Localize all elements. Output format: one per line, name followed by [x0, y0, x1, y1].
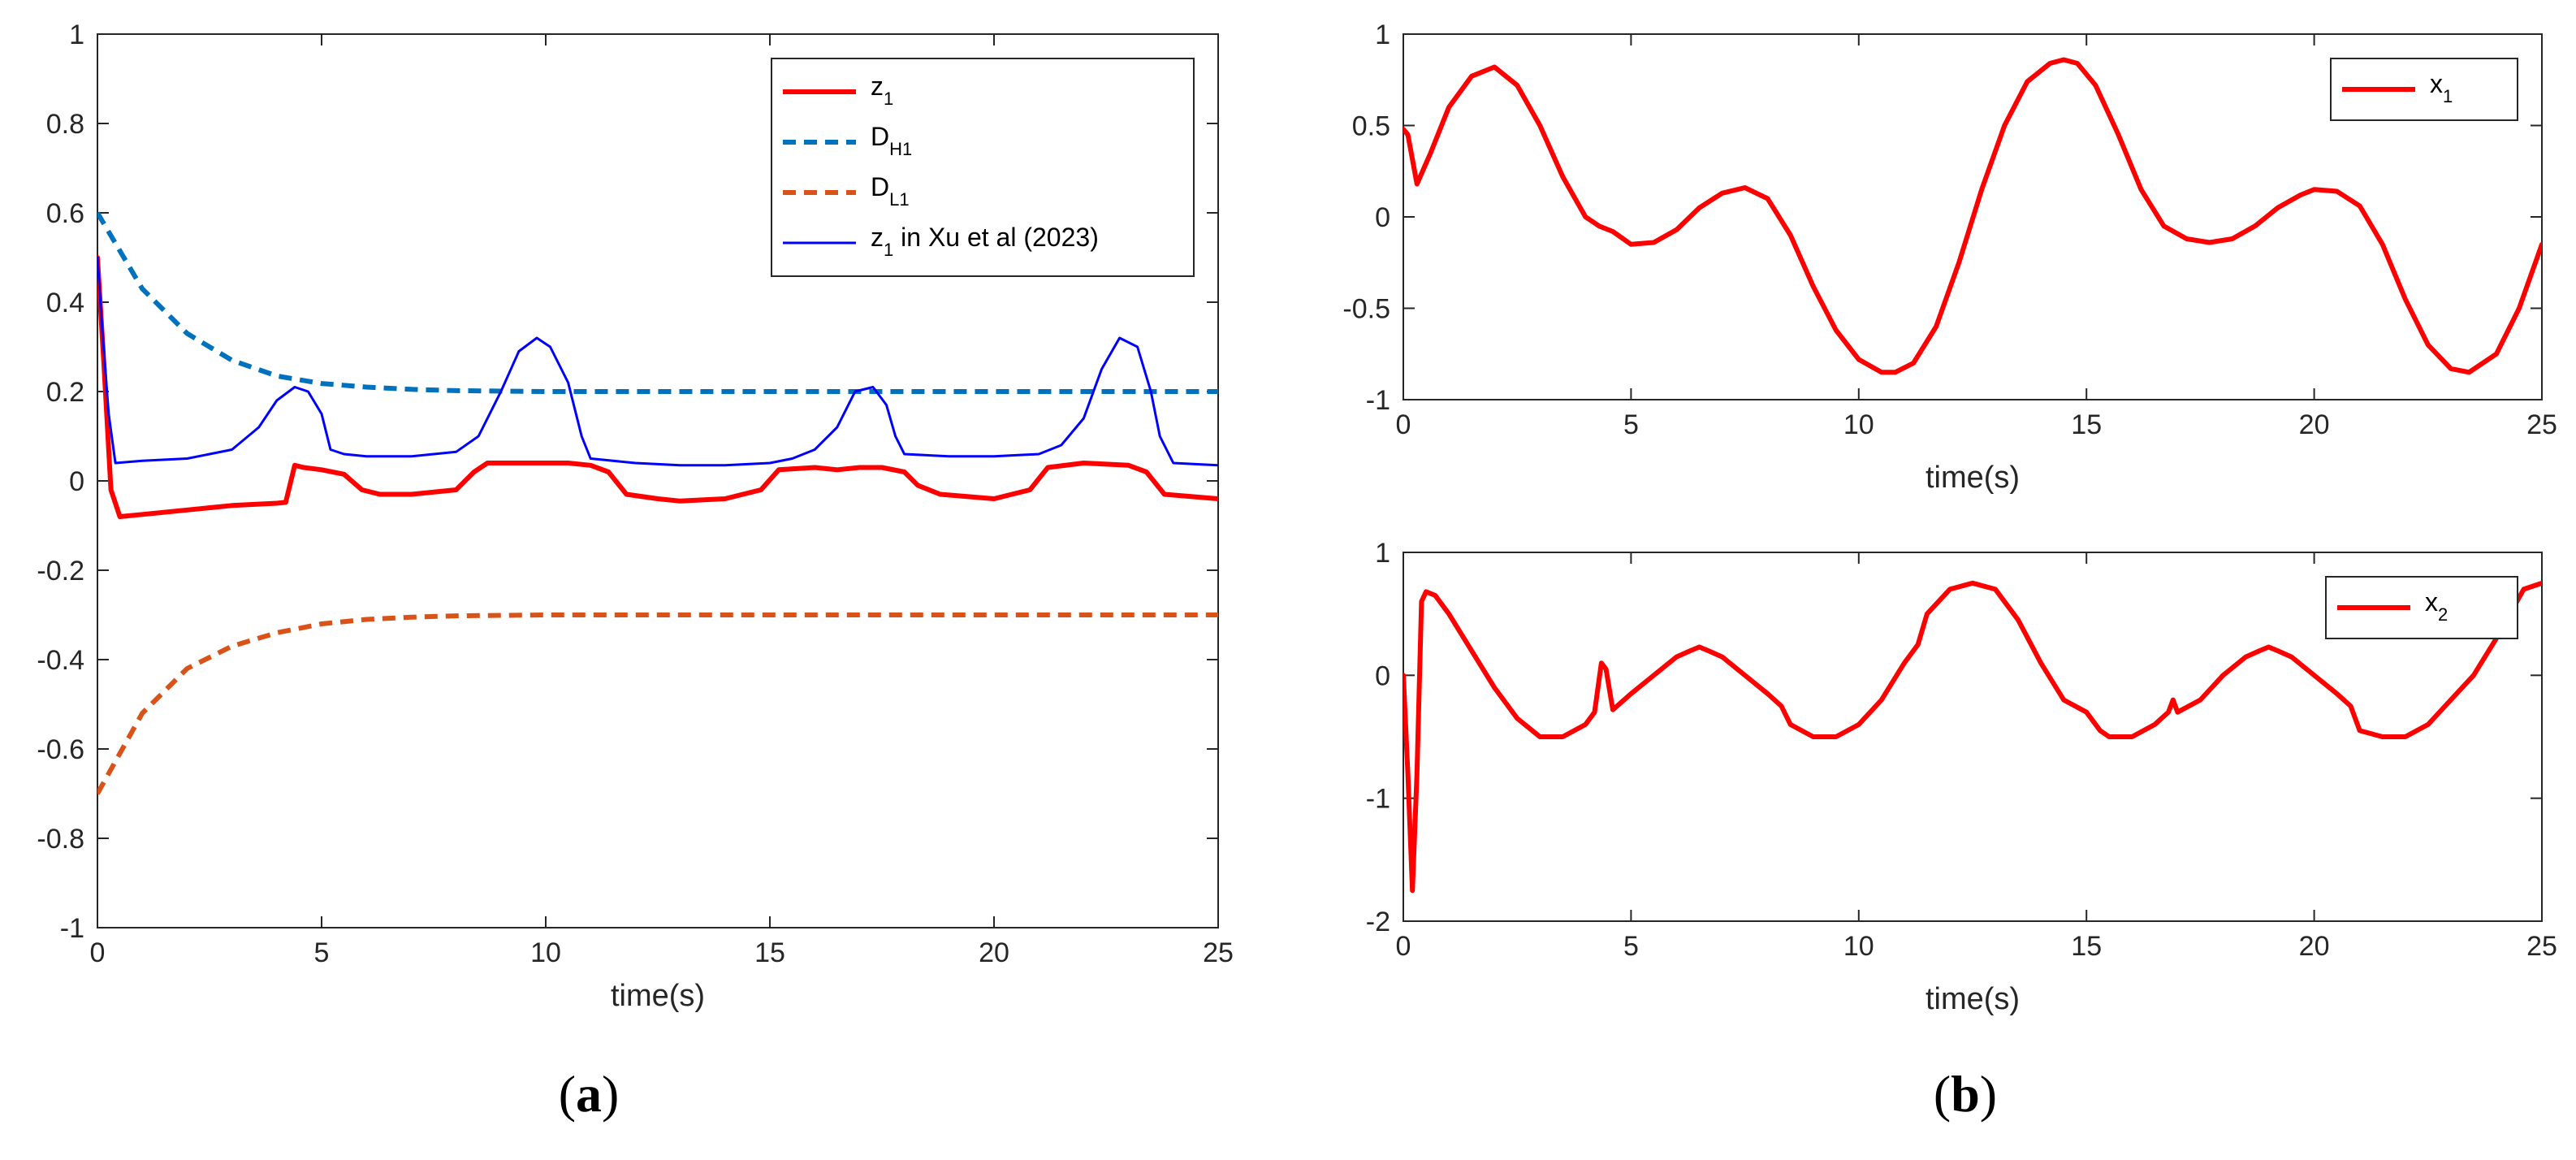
legend-label-suffix: in Xu et al (2023): [893, 223, 1099, 252]
legend-label-main: D: [871, 122, 889, 151]
y-tick-label: 0: [1375, 660, 1390, 691]
y-tick-label: 1: [69, 19, 84, 50]
y-tick-label: 1: [1375, 19, 1390, 50]
x-tick-label: 20: [2299, 409, 2330, 440]
x-tick-label: 20: [979, 937, 1009, 968]
legend-label-subscript: 1: [2443, 86, 2453, 106]
x-tick-label: 10: [1843, 931, 1874, 962]
x-tick-label: 10: [530, 937, 561, 968]
y-tick-label: -0.5: [1342, 294, 1390, 325]
y-tick-label: -0.8: [37, 824, 84, 855]
series-line-z1: [97, 255, 1218, 519]
x-tick-label: 5: [314, 937, 330, 968]
y-tick-label: -1: [60, 913, 84, 944]
y-tick-label: 0.2: [46, 377, 84, 408]
caption-b: (b): [1934, 1065, 1997, 1123]
y-tick-label: 0.4: [46, 288, 84, 318]
legend: x1: [2330, 58, 2518, 121]
x-tick-label: 5: [1623, 931, 1639, 962]
y-tick-label: 0: [69, 466, 84, 497]
x-tick-label: 15: [754, 937, 785, 968]
x-tick-label: 10: [1843, 409, 1874, 440]
legend: x2: [2325, 576, 2518, 639]
y-tick-label: -1: [1366, 784, 1390, 815]
caption-a: (a): [559, 1065, 620, 1123]
y-tick-label: 0.5: [1352, 111, 1390, 142]
y-tick-label: -0.2: [37, 556, 84, 586]
legend-label: DH1: [871, 122, 912, 159]
caption-b-letter: b: [1951, 1065, 1980, 1123]
x-tick-label: 25: [2526, 409, 2557, 440]
y-tick-label: 0.6: [46, 198, 84, 229]
legend-label-main: z: [871, 223, 884, 252]
x-tick-label: 0: [1396, 409, 1411, 440]
y-tick-label: 0: [1375, 202, 1390, 233]
series-line-DH1: [97, 211, 1218, 394]
x-tick-label: 15: [2071, 409, 2102, 440]
series-line-DL1: [97, 612, 1218, 795]
legend-label-subscript: 2: [2438, 604, 2448, 625]
x-tick-label: 15: [2071, 931, 2102, 962]
x-axis-label: time(s): [1926, 982, 2020, 1016]
series-line-z1: [97, 256, 1218, 467]
y-tick-label: -2: [1366, 907, 1390, 937]
caption-a-letter: a: [576, 1065, 602, 1123]
x-tick-label: 0: [1396, 931, 1411, 962]
y-tick-label: -0.6: [37, 734, 84, 765]
x-tick-label: 25: [2526, 931, 2557, 962]
y-tick-label: 0.8: [46, 109, 84, 140]
legend-label-main: z: [871, 71, 884, 101]
y-tick-label: -0.4: [37, 645, 84, 676]
legend-label: x2: [2425, 587, 2448, 625]
chart-a: 0 5 10 15 20 25 -1 -0.8 -0.6 -0.4 -0.2 0 0.2 0.4 0.6 0.…: [37, 19, 1234, 1013]
x-tick-label: 25: [1203, 937, 1234, 968]
legend-label-main: D: [871, 172, 889, 201]
legend-label-main: x: [2430, 69, 2443, 98]
legend-label: DL1: [871, 172, 910, 210]
legend-label: x1: [2430, 69, 2453, 106]
x-axis-label: time(s): [1926, 461, 2020, 495]
x-tick-label: 5: [1623, 409, 1639, 440]
legend-label: z1: [871, 71, 893, 109]
y-tick-label: -1: [1366, 385, 1390, 416]
legend-label: z1 in Xu et al (2023): [871, 223, 1099, 260]
series-line-x2: [1403, 580, 2542, 894]
x-tick-label: 20: [2299, 931, 2330, 962]
legend-label-subscript: 1: [884, 240, 893, 260]
chart-b2: 0 5 10 15 20 25 -2 -1 0 1 time(s) x2: [1366, 538, 2557, 1016]
x-axis-label: time(s): [611, 979, 705, 1013]
legend-box: [771, 58, 1195, 277]
x-tick-label: 0: [90, 937, 106, 968]
legend-label-subscript: L1: [889, 189, 909, 210]
series-line-x1: [1403, 57, 2542, 375]
legend-label-subscript: H1: [889, 139, 912, 159]
legend-label-main: x: [2425, 587, 2438, 617]
legend-label-subscript: 1: [884, 89, 893, 109]
y-tick-label: 1: [1375, 538, 1390, 569]
